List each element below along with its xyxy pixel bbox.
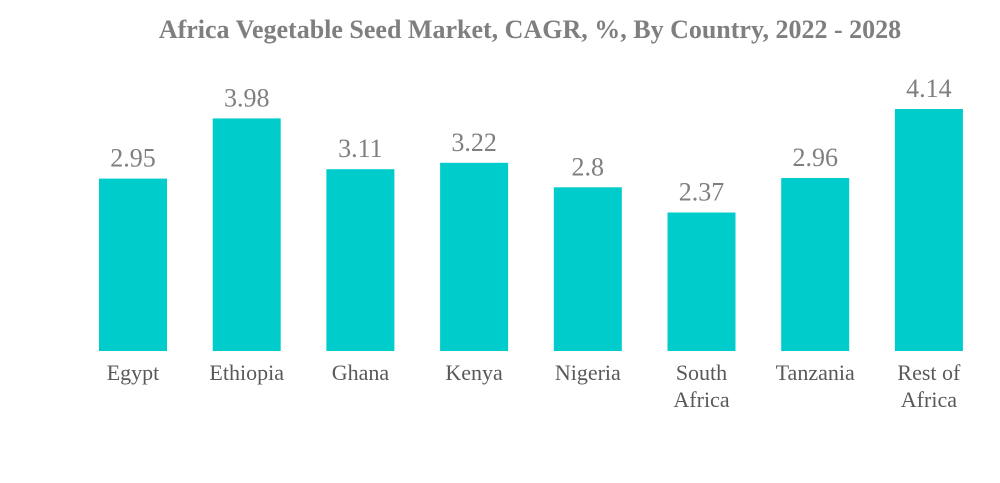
- bar-5: [667, 212, 736, 351]
- chart-title: Africa Vegetable Seed Market, CAGR, %, B…: [159, 15, 901, 44]
- bar-3: [440, 162, 509, 351]
- x-tick-label-7: Rest of Africa: [897, 360, 961, 412]
- x-tick-labels-group: Egypt Ethiopia Ghana Kenya Nigeria South Afric…: [107, 360, 961, 412]
- value-label-4: 2.8: [572, 152, 605, 181]
- x-tick-label-line: Rest of: [897, 360, 961, 385]
- bar-1: [212, 118, 281, 352]
- bars-group: [99, 109, 963, 352]
- value-label-5: 2.37: [679, 178, 725, 207]
- x-tick-label-4: Nigeria: [555, 360, 621, 385]
- value-label-1: 3.98: [224, 83, 270, 112]
- bar-7: [894, 109, 963, 351]
- value-labels-group: 2.95 3.98 3.11 3.22 2.8 2.37 2.96 4.14: [110, 74, 951, 207]
- x-tick-label-line: South: [676, 360, 727, 385]
- value-label-2: 3.11: [338, 134, 383, 163]
- bar-0: [99, 178, 167, 351]
- value-label-3: 3.22: [451, 128, 497, 157]
- x-tick-label-line: Egypt: [107, 360, 160, 385]
- x-tick-label-6: Tanzania: [776, 360, 855, 385]
- x-tick-label-line: Africa: [673, 387, 729, 412]
- bar-6: [781, 178, 850, 351]
- value-label-7: 4.14: [906, 74, 952, 103]
- x-tick-label-1: Ethiopia: [209, 360, 284, 385]
- x-tick-label-line: Kenya: [445, 360, 503, 385]
- x-tick-label-line: Tanzania: [776, 360, 855, 385]
- x-tick-label-5: South Africa: [673, 360, 729, 412]
- value-label-0: 2.95: [110, 144, 156, 173]
- x-tick-label-0: Egypt: [107, 360, 160, 385]
- bar-4: [553, 187, 622, 351]
- x-tick-label-3: Kenya: [445, 360, 503, 385]
- value-label-6: 2.96: [792, 143, 838, 172]
- bar-2: [326, 169, 395, 351]
- x-tick-label-line: Africa: [901, 387, 957, 412]
- x-tick-label-line: Ghana: [332, 360, 390, 385]
- x-tick-label-line: Ethiopia: [209, 360, 284, 385]
- x-tick-label-line: Nigeria: [555, 360, 621, 385]
- x-tick-label-2: Ghana: [332, 360, 390, 385]
